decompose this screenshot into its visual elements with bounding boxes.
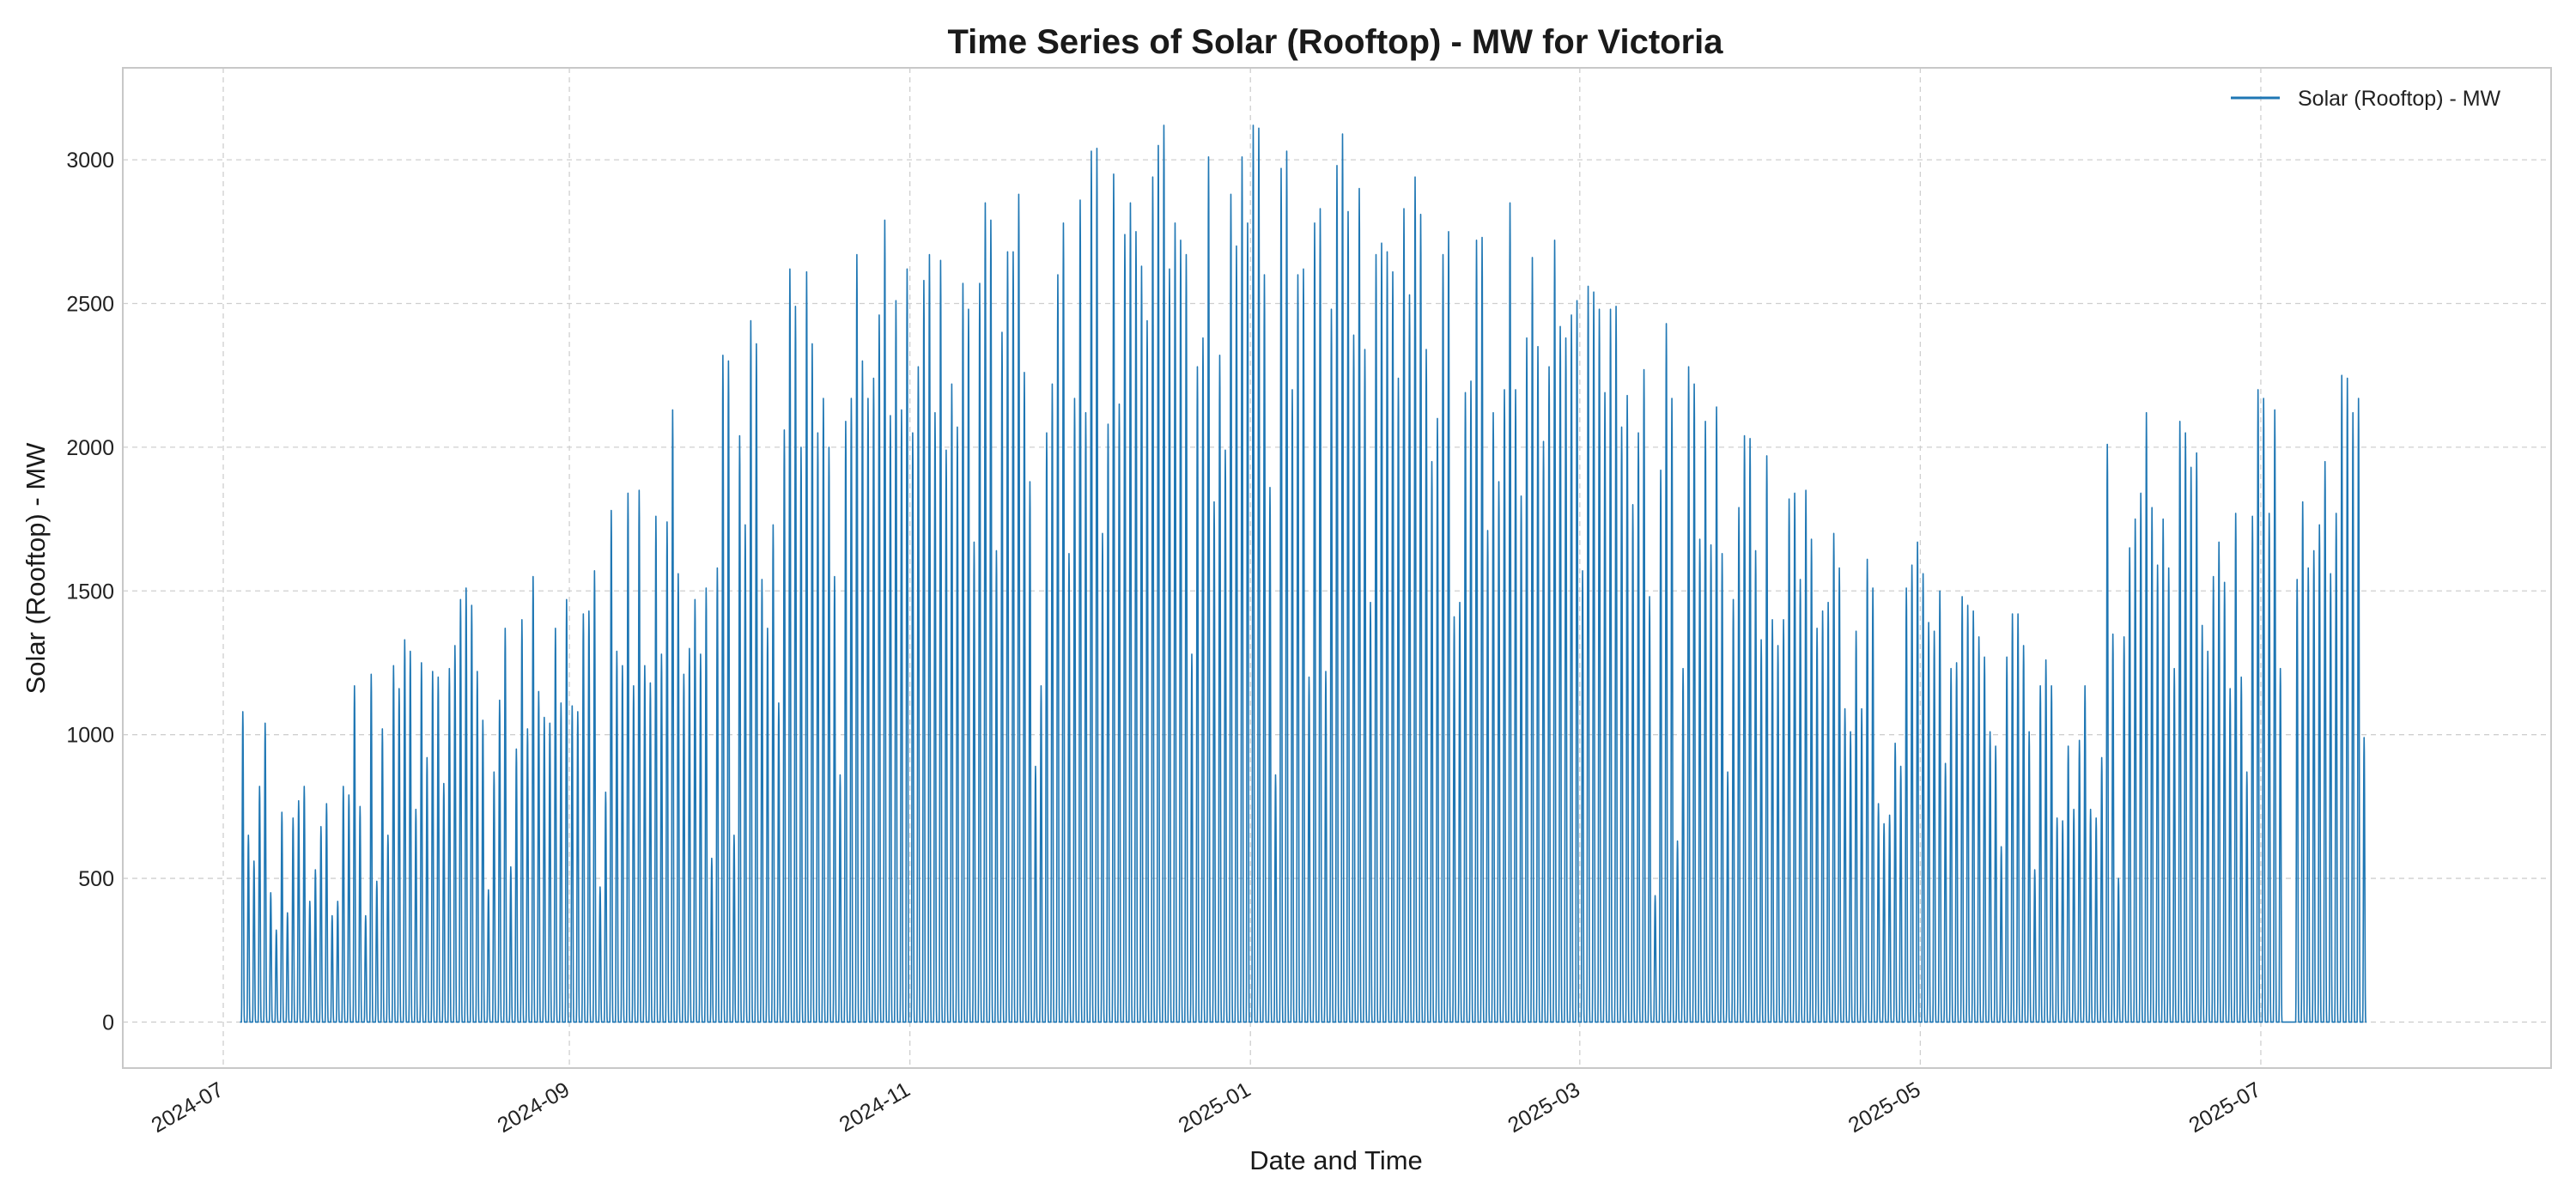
y-tick-label: 0: [102, 1011, 114, 1035]
x-tick-label: 2024-07: [148, 1078, 228, 1138]
plot-frame: [122, 67, 2552, 1069]
y-tick-label: 500: [78, 867, 114, 891]
y-axis-label: Solar (Rooftop) - MW: [21, 442, 51, 695]
y-tick-label: 2000: [66, 436, 114, 460]
x-axis-label: Date and Time: [1249, 1145, 1423, 1175]
y-tick-label: 2500: [66, 293, 114, 317]
x-tick-label: 2025-05: [1844, 1078, 1924, 1138]
series-line: [239, 124, 2367, 1023]
x-tick-label: 2025-03: [1504, 1078, 1583, 1138]
legend: Solar (Rooftop) - MW: [2231, 87, 2501, 111]
plot-area: [239, 124, 2367, 1023]
x-axis: 2024-07 2024-09 2024-11 2025-01 2025-03 2025-…: [148, 1078, 2265, 1138]
chart-title: Time Series of Solar (Rooftop) - MW for …: [947, 23, 1723, 61]
y-tick-label: 3000: [66, 149, 114, 173]
x-tick-label: 2025-07: [2184, 1078, 2264, 1138]
legend-label: Solar (Rooftop) - MW: [2298, 87, 2501, 111]
x-tick-label: 2024-11: [835, 1078, 914, 1137]
y-tick-label: 1000: [66, 724, 114, 748]
x-tick-label: 2025-01: [1175, 1078, 1255, 1138]
y-tick-label: 1500: [66, 580, 114, 604]
x-tick-label: 2024-09: [494, 1078, 574, 1138]
y-axis: 0 500 1000 1500 2000 2500 3000: [66, 149, 114, 1035]
